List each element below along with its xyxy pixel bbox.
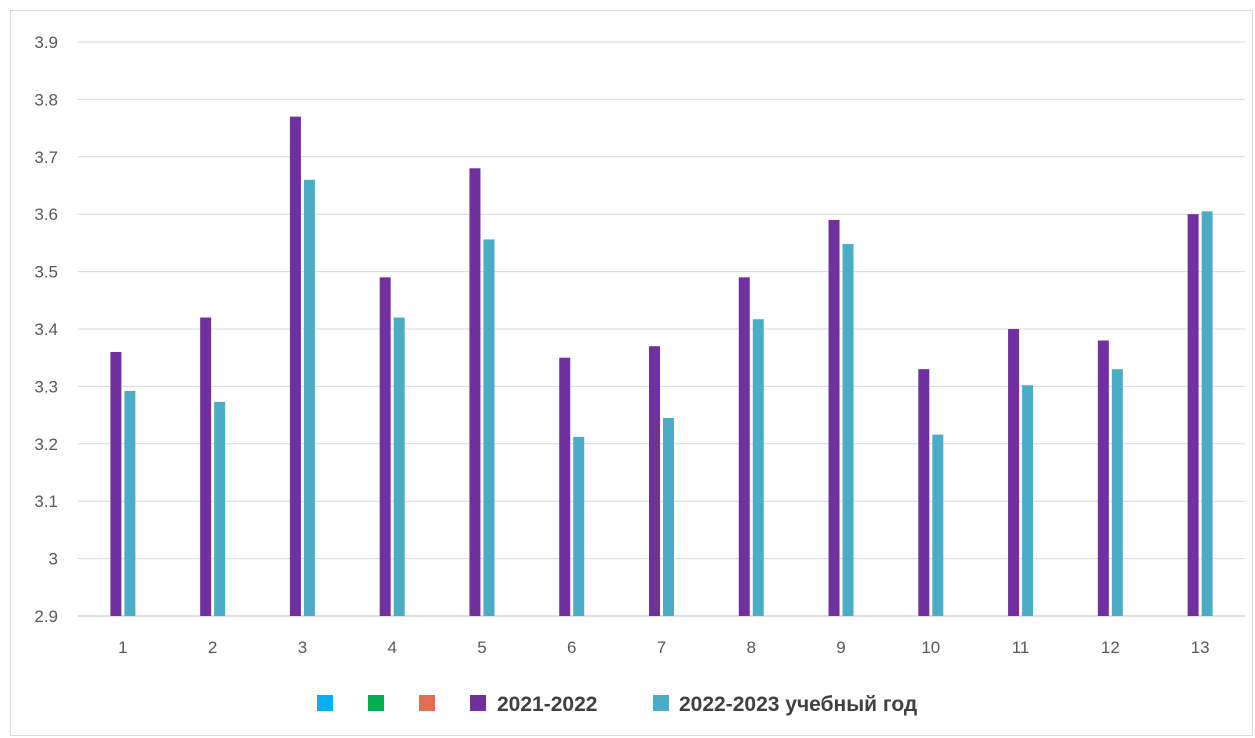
- bar-series-3-cat-12: [1097, 340, 1109, 616]
- bar-series-4-cat-5: [483, 239, 495, 616]
- y-tick-label: 3.3: [34, 377, 58, 396]
- bar-series-3-cat-13: [1187, 214, 1199, 616]
- legend: 2021-2022 2022-2023 учебный год: [317, 693, 917, 716]
- bars: [110, 116, 1213, 617]
- x-tick-label: 4: [387, 638, 396, 657]
- bar-series-3-cat-8: [738, 277, 750, 616]
- y-tick-label: 2.9: [34, 607, 58, 626]
- bar-series-3-cat-10: [918, 369, 930, 616]
- bar-series-4-cat-6: [573, 436, 585, 616]
- bar-series-4-cat-4: [393, 317, 405, 616]
- y-tick-label: 3.8: [34, 90, 58, 109]
- bar-series-4-cat-7: [663, 417, 674, 616]
- x-tick-label: 5: [477, 638, 486, 657]
- bar-series-3-cat-6: [559, 357, 571, 616]
- x-tick-label: 1: [118, 638, 127, 657]
- y-axis-ticks: 2.9 3 3.1 3.2 3.3 3.4 3.5 3.6 3.7 3.8 3.9: [34, 33, 58, 626]
- bar-series-4-cat-13: [1201, 211, 1213, 616]
- legend-label-4: 2022-2023 учебный год: [679, 693, 917, 716]
- y-tick-label: 3.4: [34, 320, 58, 339]
- bar-series-3-cat-11: [1008, 329, 1020, 616]
- x-axis-ticks: 1 2 3 4 5 6 7 8 9 10 11 12 13: [118, 638, 1209, 657]
- bar-series-3-cat-1: [110, 351, 122, 616]
- legend-swatch-2: [419, 695, 435, 711]
- y-tick-label: 3.7: [34, 148, 58, 167]
- x-tick-label: 10: [921, 638, 940, 657]
- bar-series-4-cat-10: [932, 434, 944, 616]
- gridlines: [78, 41, 1245, 617]
- bar-series-4-cat-12: [1111, 369, 1123, 616]
- bar-series-3-cat-5: [469, 168, 481, 616]
- legend-swatch-1: [368, 695, 384, 711]
- bar-series-4-cat-8: [752, 319, 764, 616]
- bar-series-4-cat-1: [124, 390, 136, 616]
- x-tick-label: 11: [1012, 638, 1030, 657]
- bar-series-3-cat-3: [289, 116, 301, 617]
- y-tick-label: 3.6: [34, 205, 58, 224]
- y-tick-label: 3.5: [34, 263, 58, 282]
- y-tick-label: 3: [49, 550, 58, 569]
- bar-series-3-cat-7: [649, 346, 660, 616]
- x-tick-label: 7: [657, 638, 666, 657]
- x-tick-label: 12: [1101, 638, 1120, 657]
- y-tick-label: 3.2: [34, 435, 58, 454]
- bar-series-3-cat-9: [828, 219, 840, 616]
- y-tick-label: 3.9: [34, 33, 58, 52]
- x-tick-label: 9: [836, 638, 845, 657]
- y-tick-label: 3.1: [34, 492, 58, 511]
- x-tick-label: 6: [567, 638, 576, 657]
- x-tick-label: 3: [298, 638, 307, 657]
- x-tick-label: 2: [208, 638, 217, 657]
- legend-swatch-4: [653, 695, 669, 711]
- legend-swatch-3: [470, 695, 486, 711]
- x-tick-label: 13: [1191, 638, 1210, 657]
- bar-series-4-cat-3: [303, 179, 315, 616]
- bar-series-4-cat-9: [842, 244, 854, 616]
- bar-series-4-cat-11: [1022, 385, 1034, 616]
- bar-series-4-cat-2: [214, 401, 226, 616]
- legend-label-3: 2021-2022: [497, 693, 597, 716]
- x-tick-label: 8: [747, 638, 756, 657]
- bar-series-3-cat-2: [200, 317, 212, 616]
- legend-swatch-0: [317, 695, 333, 711]
- bar-series-3-cat-4: [379, 277, 391, 616]
